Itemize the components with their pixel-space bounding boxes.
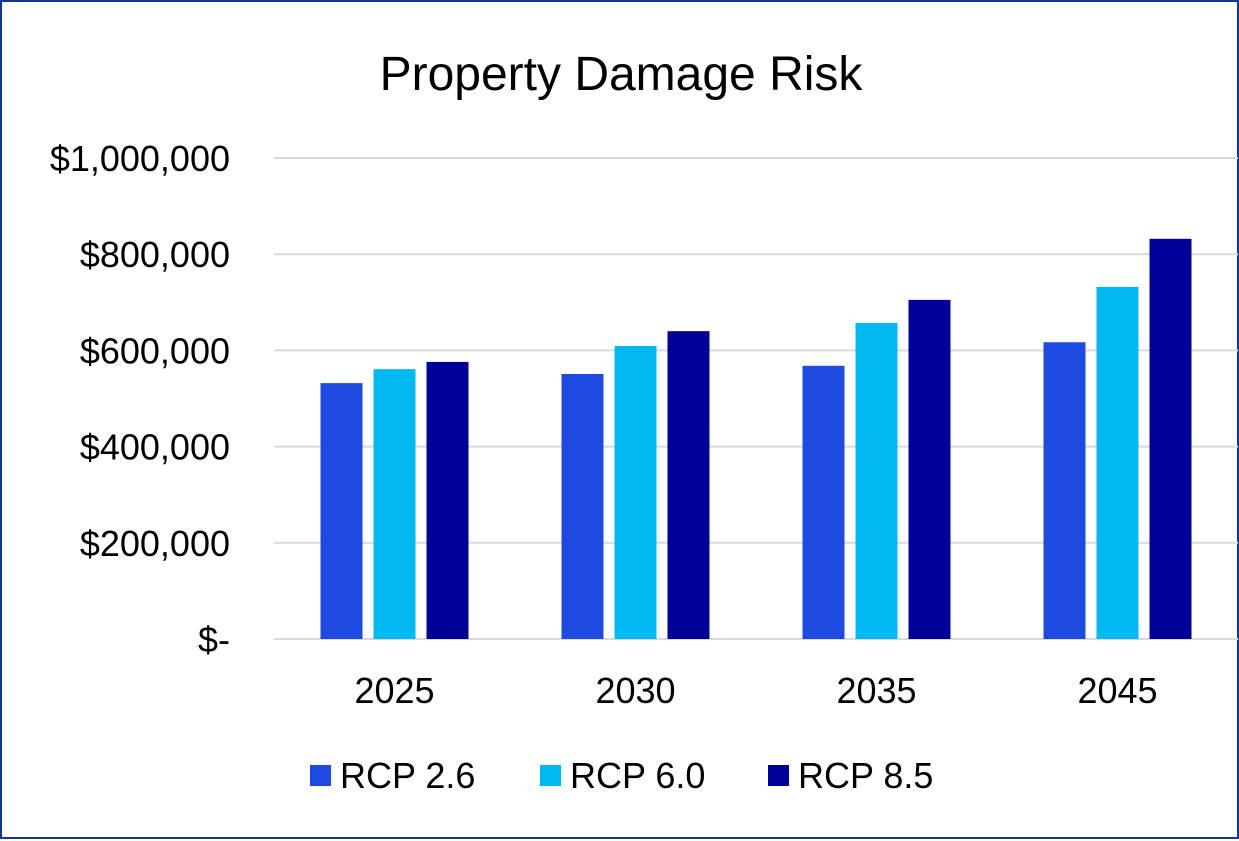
legend-label: RCP 8.5: [798, 755, 933, 796]
x-tick-label: 2035: [836, 670, 916, 711]
bar-rcp-2-6-2045: [1043, 342, 1086, 639]
bar-rcp-6-0-2045: [1096, 286, 1139, 639]
chart-title: Property Damage Risk: [380, 48, 864, 101]
legend-swatch: [540, 765, 561, 786]
x-tick-label: 2030: [595, 670, 675, 711]
y-tick-label: $1,000,000: [50, 138, 230, 179]
bars: [320, 238, 1192, 640]
y-tick-label: $600,000: [80, 330, 230, 371]
bar-rcp-2-6-2030: [561, 373, 604, 639]
x-tick-label: 2025: [354, 670, 434, 711]
legend-label: RCP 6.0: [570, 755, 705, 796]
x-tick-label: 2045: [1077, 670, 1157, 711]
bar-rcp-8-5-2035: [908, 299, 951, 639]
legend: RCP 2.6 RCP 6.0 RCP 8.5: [310, 755, 933, 796]
bar-rcp-8-5-2025: [426, 361, 469, 639]
bar-rcp-2-6-2025: [320, 383, 363, 639]
bar-rcp-8-5-2045: [1149, 238, 1192, 640]
y-tick-label: $200,000: [80, 523, 230, 564]
y-tick-label: $-: [198, 619, 230, 660]
gridlines: [274, 157, 1238, 640]
y-tick-label: $800,000: [80, 234, 230, 275]
y-tick-label: $400,000: [80, 427, 230, 468]
legend-item: RCP 2.6: [310, 755, 475, 796]
bar-rcp-6-0-2030: [614, 346, 657, 639]
x-axis-tick-labels: 2025 2030 2035 2045: [354, 670, 1157, 711]
legend-swatch: [310, 765, 331, 786]
bar-rcp-8-5-2030: [667, 331, 710, 639]
y-axis-tick-labels: $- $200,000 $400,000 $600,000 $800,000 $1,000…: [50, 138, 230, 660]
bar-rcp-2-6-2035: [802, 365, 845, 639]
bar-rcp-6-0-2025: [373, 369, 416, 639]
legend-swatch: [768, 765, 789, 786]
legend-item: RCP 8.5: [768, 755, 933, 796]
legend-label: RCP 2.6: [340, 755, 475, 796]
legend-item: RCP 6.0: [540, 755, 705, 796]
bar-rcp-6-0-2035: [855, 322, 898, 639]
